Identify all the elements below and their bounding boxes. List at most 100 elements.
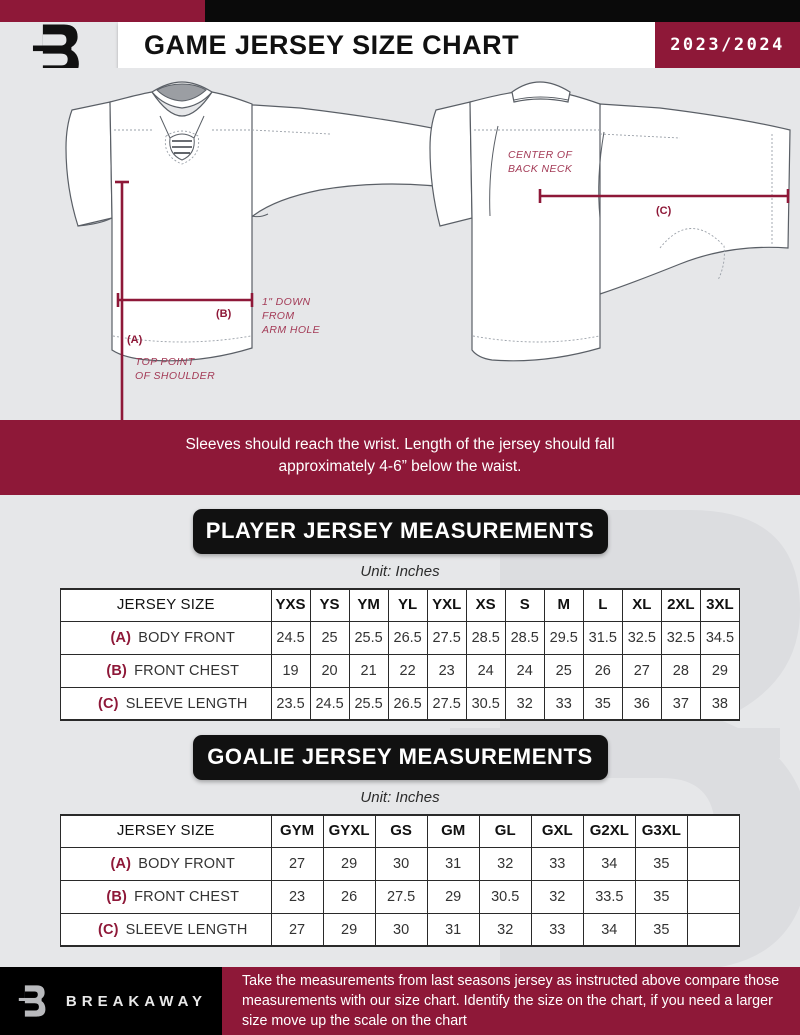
measurement-cell: 27.5 bbox=[426, 686, 467, 721]
label-b-note-3: ARM HOLE bbox=[261, 324, 321, 336]
goalie-section-title: GOALIE JERSEY MEASUREMENTS bbox=[192, 734, 608, 780]
label-c: (C) bbox=[656, 205, 672, 217]
footer-instructions: Take the measurements from last seasons … bbox=[222, 967, 800, 1035]
column-header-gym: GYM bbox=[270, 813, 324, 848]
measurement-cell: 28.5 bbox=[504, 620, 545, 655]
column-header-3xl: 3XL bbox=[699, 587, 741, 622]
top-strip-maroon bbox=[0, 0, 205, 22]
measurement-cell: 27.5 bbox=[426, 620, 467, 655]
table-row: (C) SLEEVE LENGTH 27 29 30 31 32 33 34 35 bbox=[60, 912, 741, 947]
measurement-cell: 30 bbox=[374, 912, 428, 947]
measurement-cell: 35 bbox=[634, 912, 688, 947]
row-label-front-chest: (B) FRONT CHEST bbox=[60, 653, 272, 688]
measurement-cell: 22 bbox=[387, 653, 428, 688]
row-label-sleeve-length: (C) SLEEVE LENGTH bbox=[60, 912, 272, 947]
label-a-note-1: TOP POINT bbox=[135, 356, 196, 368]
measurement-cell: 25 bbox=[543, 653, 584, 688]
measurement-tag: (C) bbox=[97, 695, 119, 712]
column-header-gxl: GXL bbox=[530, 813, 584, 848]
measurement-tag: (A) bbox=[110, 855, 132, 872]
fit-note-line-2: approximately 4-6” below the waist. bbox=[278, 458, 522, 476]
measurement-cell: 20 bbox=[309, 653, 350, 688]
measurement-cell: 29 bbox=[699, 653, 741, 688]
measurement-cell: 30.5 bbox=[478, 879, 532, 914]
column-header-2xl: 2XL bbox=[660, 587, 701, 622]
measurement-cell bbox=[686, 879, 741, 914]
measurement-cell: 32.5 bbox=[621, 620, 662, 655]
goalie-size-table: JERSEY SIZE GYM GYXL GS GM GL GXL G2XL G3XL (A) BO… bbox=[60, 813, 741, 947]
measurement-cell: 32 bbox=[478, 912, 532, 947]
column-header-g3xl: G3XL bbox=[634, 813, 688, 848]
column-header-jersey-size: JERSEY SIZE bbox=[60, 587, 272, 622]
measurement-cell: 37 bbox=[660, 686, 701, 721]
top-accent-strip bbox=[0, 0, 800, 22]
row-label-front-chest: (B) FRONT CHEST bbox=[60, 879, 272, 914]
row-label-sleeve-length: (C) SLEEVE LENGTH bbox=[60, 686, 272, 721]
measurement-cell: 24.5 bbox=[309, 686, 350, 721]
measurement-cell: 32 bbox=[530, 879, 584, 914]
measurement-tag: (B) bbox=[106, 662, 128, 679]
row-label-body-front: (A) BODY FRONT bbox=[60, 620, 272, 655]
column-header-gl: GL bbox=[478, 813, 532, 848]
measurement-cell: 26 bbox=[322, 879, 376, 914]
footer-brand-block: BREAKAWAY bbox=[0, 967, 222, 1035]
measurement-cell: 27 bbox=[621, 653, 662, 688]
column-header-xs: XS bbox=[465, 587, 506, 622]
measurement-cell: 28.5 bbox=[465, 620, 506, 655]
column-header-gyxl: GYXL bbox=[322, 813, 376, 848]
measurement-cell: 21 bbox=[348, 653, 389, 688]
measurement-cell: 33 bbox=[530, 912, 584, 947]
column-header-empty bbox=[686, 813, 741, 848]
column-header-gs: GS bbox=[374, 813, 428, 848]
row-label-body-front: (A) BODY FRONT bbox=[60, 846, 272, 881]
label-b-note-2: FROM bbox=[262, 310, 295, 322]
jersey-diagrams: .garment { fill:#fff; stroke:#5a5f66; st… bbox=[0, 68, 800, 420]
column-header-yxs: YXS bbox=[270, 587, 311, 622]
measurement-cell: 29 bbox=[322, 846, 376, 881]
measurement-cell: 32.5 bbox=[660, 620, 701, 655]
measurement-cell: 28 bbox=[660, 653, 701, 688]
measurement-cell: 35 bbox=[634, 846, 688, 881]
measurement-tag: (C) bbox=[97, 921, 119, 938]
column-header-m: M bbox=[543, 587, 584, 622]
measurement-cell: 34 bbox=[582, 846, 636, 881]
player-table-body: JERSEY SIZE YXS YS YM YL YXL XS S M L XL 2XL 3XL (A) B… bbox=[60, 587, 741, 721]
measurement-cell: 26.5 bbox=[387, 620, 428, 655]
goalie-jersey-section: GOALIE JERSEY MEASUREMENTS Unit: Inches … bbox=[0, 721, 800, 947]
measurement-cell: 33 bbox=[530, 846, 584, 881]
fit-note-banner: Sleeves should reach the wrist. Length o… bbox=[0, 420, 800, 495]
measurement-cell: 24 bbox=[465, 653, 506, 688]
front-jersey-illustration: (B) 1" DOWN FROM ARM HOLE (A) TOP POINT … bbox=[65, 81, 471, 420]
measurement-cell: 26.5 bbox=[387, 686, 428, 721]
breakaway-b-logo-icon bbox=[18, 985, 46, 1017]
page-footer: BREAKAWAY Take the measurements from las… bbox=[0, 967, 800, 1035]
table-row: (B) FRONT CHEST 19 20 21 22 23 24 24 25 26 27 28 29 bbox=[60, 653, 741, 688]
measurement-cell: 29.5 bbox=[543, 620, 584, 655]
measurement-cell: 27 bbox=[270, 846, 324, 881]
measurement-cell: 25 bbox=[309, 620, 350, 655]
measurement-cell: 25.5 bbox=[348, 686, 389, 721]
column-header-s: S bbox=[504, 587, 545, 622]
measurement-cell: 24 bbox=[504, 653, 545, 688]
measurement-cell: 30 bbox=[374, 846, 428, 881]
label-b: (B) bbox=[216, 308, 232, 320]
label-a: (A) bbox=[127, 334, 143, 346]
measurement-cell: 35 bbox=[634, 879, 688, 914]
measurement-cell: 34.5 bbox=[699, 620, 741, 655]
season-year-text: 2023/2024 bbox=[670, 35, 785, 55]
measurement-cell bbox=[686, 912, 741, 947]
measurement-cell: 31 bbox=[426, 846, 480, 881]
measurement-cell: 26 bbox=[582, 653, 623, 688]
measurement-cell: 24.5 bbox=[270, 620, 311, 655]
measurement-cell: 31.5 bbox=[582, 620, 623, 655]
measurement-cell: 19 bbox=[270, 653, 311, 688]
column-header-l: L bbox=[582, 587, 623, 622]
fit-note-line-1: Sleeves should reach the wrist. Length o… bbox=[185, 436, 615, 453]
measurement-cell: 29 bbox=[322, 912, 376, 947]
measurement-cell: 25.5 bbox=[348, 620, 389, 655]
measurement-cell: 23 bbox=[426, 653, 467, 688]
column-header-xl: XL bbox=[621, 587, 662, 622]
column-header-ys: YS bbox=[309, 587, 350, 622]
title-plate: GAME JERSEY SIZE CHART bbox=[118, 22, 655, 68]
column-header-yl: YL bbox=[387, 587, 428, 622]
